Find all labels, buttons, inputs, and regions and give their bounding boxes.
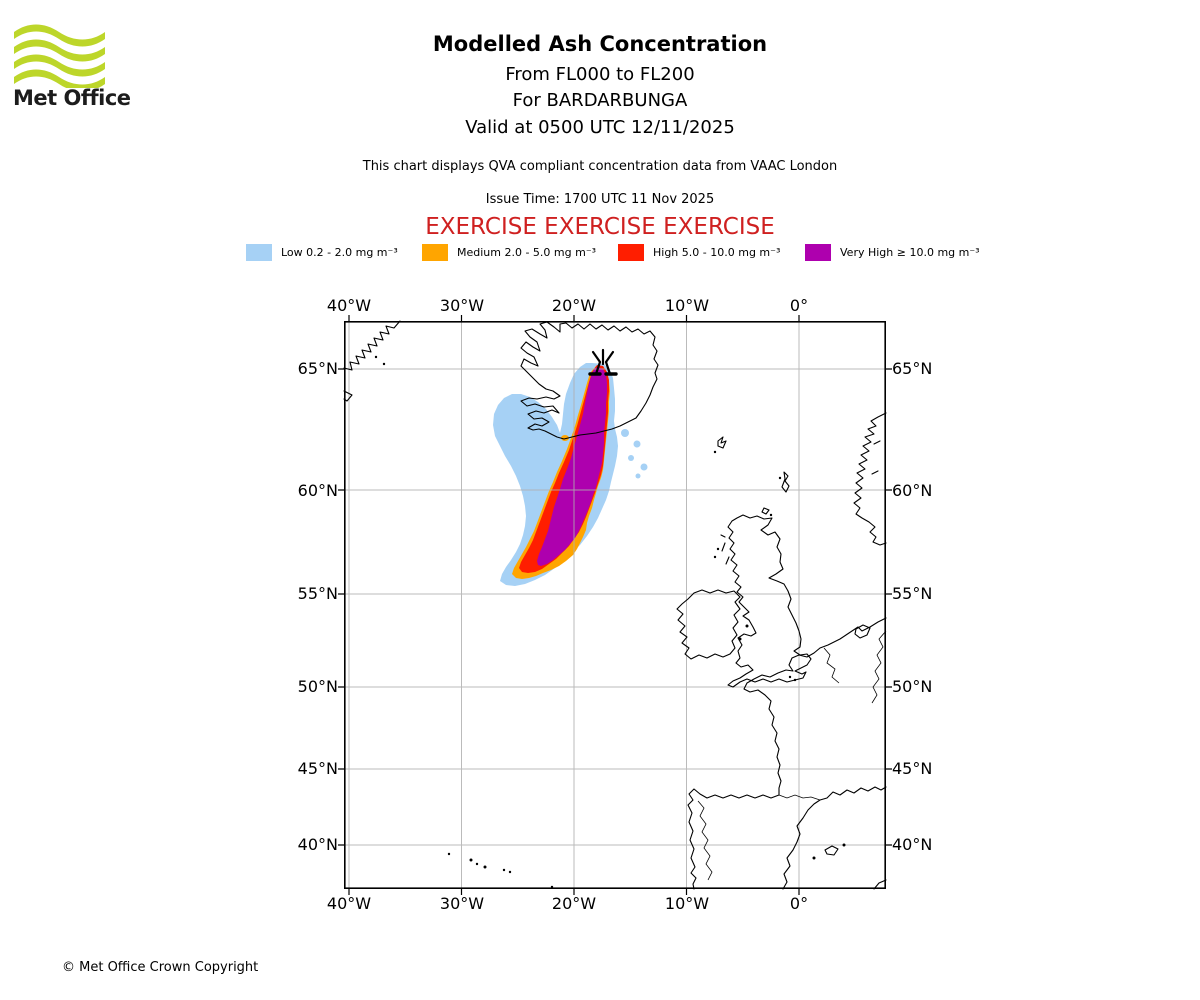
copyright-notice: © Met Office Crown Copyright (62, 960, 259, 975)
legend-swatch-high (618, 243, 644, 261)
legend-swatch-low (246, 243, 272, 261)
axis-ticks (338, 315, 892, 895)
y-tick-left-55n: 55°N (297, 584, 338, 603)
qva-note: This chart displays QVA compliant concen… (362, 159, 838, 174)
x-tick-top-20w: 20°W (551, 296, 597, 315)
small-islands (374, 355, 846, 889)
x-tick-bottom-0: 0° (789, 894, 809, 913)
y-tick-right-55n: 55°N (892, 584, 933, 603)
map-panel (338, 315, 892, 895)
exercise-banner: EXERCISE EXERCISE EXERCISE (425, 214, 775, 240)
coastlines (343, 320, 887, 890)
x-tick-bottom-30w: 30°W (439, 894, 485, 913)
legend-item-high: High 5.0 - 10.0 mg m⁻³ (618, 243, 780, 261)
legend-item-low: Low 0.2 - 2.0 mg m⁻³ (246, 243, 398, 261)
x-tick-top-10w: 10°W (664, 296, 710, 315)
y-tick-left-40n: 40°N (297, 835, 338, 854)
subtitle-valid-time: Valid at 0500 UTC 12/11/2025 (465, 117, 735, 138)
legend-label-very-high: Very High ≥ 10.0 mg m⁻³ (840, 245, 980, 259)
x-tick-top-30w: 30°W (439, 296, 485, 315)
met-office-logo (14, 24, 114, 92)
x-tick-bottom-20w: 20°W (551, 894, 597, 913)
subtitle-volcano: For BARDARBUNGA (512, 90, 688, 111)
ash-plume-very-high (537, 367, 607, 566)
map-frame (344, 321, 887, 890)
legend-label-high: High 5.0 - 10.0 mg m⁻³ (653, 245, 781, 259)
x-tick-bottom-10w: 10°W (664, 894, 710, 913)
y-tick-right-40n: 40°N (892, 835, 933, 854)
volcano-marker-icon (588, 348, 618, 376)
y-tick-right-45n: 45°N (892, 759, 933, 778)
legend-label-medium: Medium 2.0 - 5.0 mg m⁻³ (457, 245, 597, 259)
country-borders (697, 630, 887, 881)
subtitle-flight-levels: From FL000 to FL200 (505, 64, 695, 85)
y-tick-left-60n: 60°N (297, 481, 338, 500)
y-tick-right-60n: 60°N (892, 481, 933, 500)
page-title: Modelled Ash Concentration (432, 32, 768, 56)
legend-item-medium: Medium 2.0 - 5.0 mg m⁻³ (422, 243, 596, 261)
issue-time: Issue Time: 1700 UTC 11 Nov 2025 (485, 192, 715, 207)
y-tick-right-65n: 65°N (892, 359, 933, 378)
x-tick-top-0: 0° (789, 296, 809, 315)
ash-concentration-map (338, 315, 892, 895)
met-office-waves-icon (14, 24, 105, 92)
legend-label-low: Low 0.2 - 2.0 mg m⁻³ (281, 245, 398, 259)
y-tick-left-45n: 45°N (297, 759, 338, 778)
map-grid (344, 321, 886, 889)
x-tick-bottom-40w: 40°W (326, 894, 372, 913)
y-tick-right-50n: 50°N (892, 677, 933, 696)
legend-swatch-medium (422, 243, 448, 261)
legend-swatch-very-high (805, 243, 831, 261)
x-tick-top-40w: 40°W (326, 296, 372, 315)
y-tick-left-65n: 65°N (297, 359, 338, 378)
legend-item-very-high: Very High ≥ 10.0 mg m⁻³ (805, 243, 980, 261)
y-tick-left-50n: 50°N (297, 677, 338, 696)
met-office-logo-text: Met Office (13, 86, 131, 110)
